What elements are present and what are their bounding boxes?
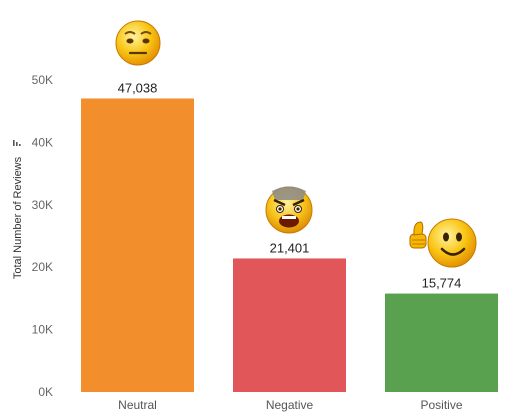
bar-positive[interactable] <box>385 293 498 392</box>
y-tick-label: 40K <box>32 135 53 149</box>
emoji-icons <box>115 20 477 268</box>
data-label-neutral: 47,038 <box>118 80 158 95</box>
neutral-face-icon <box>115 20 161 66</box>
y-tick-label: 50K <box>32 73 53 87</box>
y-tick-label: 0K <box>38 385 53 399</box>
y-tick-label: 30K <box>32 198 53 212</box>
category-label-negative: Negative <box>266 398 314 412</box>
thumbs-up-face-icon <box>409 218 477 268</box>
bars <box>81 98 498 392</box>
y-tick-label: 10K <box>32 323 53 337</box>
category-label-neutral: Neutral <box>118 398 157 412</box>
bar-negative[interactable] <box>233 258 346 392</box>
y-tick-label: 20K <box>32 260 53 274</box>
category-labels: Neutral Negative Positive <box>118 398 463 412</box>
sort-icon[interactable] <box>13 140 21 146</box>
data-label-positive: 15,774 <box>422 276 462 291</box>
value-labels: 47,038 21,401 15,774 <box>118 80 462 290</box>
data-label-negative: 21,401 <box>270 240 310 255</box>
bar-neutral[interactable] <box>81 98 194 392</box>
category-label-positive: Positive <box>420 398 462 412</box>
y-axis-label: Total Number of Reviews <box>12 156 24 279</box>
y-axis-ticks: 0K 10K 20K 30K 40K 50K <box>32 73 53 399</box>
angry-face-icon <box>265 186 313 234</box>
